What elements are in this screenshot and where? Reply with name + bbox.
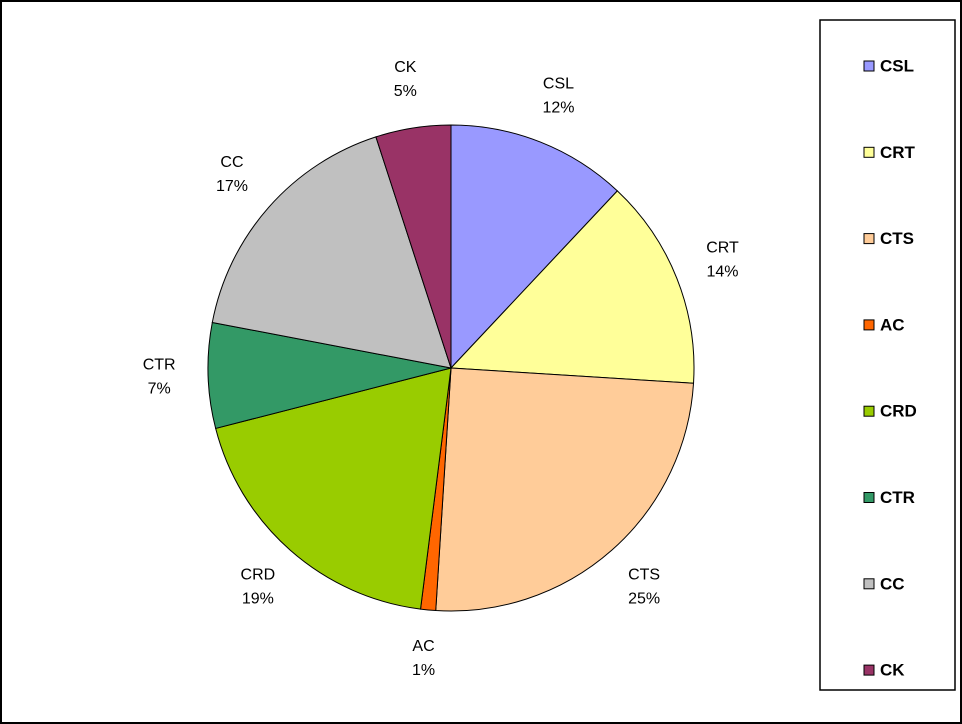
pie-slice bbox=[375, 124, 452, 369]
slice-label-value: 5% bbox=[394, 83, 417, 100]
slice-label-name: CSL bbox=[543, 76, 574, 93]
legend-swatch bbox=[863, 664, 875, 676]
legend-label: CK bbox=[880, 661, 905, 680]
pie-slice bbox=[207, 321, 452, 430]
legend-label: CTS bbox=[880, 229, 914, 248]
slice-label-value: 14% bbox=[706, 264, 738, 281]
slice-label-value: 19% bbox=[242, 590, 274, 607]
legend-swatch bbox=[863, 405, 875, 417]
slice-label-name: CTS bbox=[628, 566, 660, 583]
legend-label: CRT bbox=[880, 143, 916, 162]
legend-swatch bbox=[863, 492, 875, 503]
legend-label: CRD bbox=[880, 402, 917, 421]
pie-slice bbox=[449, 190, 695, 384]
legend-label: CTR bbox=[880, 488, 915, 507]
slice-label-value: 1% bbox=[412, 662, 435, 679]
legend-box bbox=[819, 19, 956, 691]
slice-label-name: CRT bbox=[706, 240, 739, 257]
slice-label-name: CRD bbox=[241, 566, 276, 583]
legend-swatch bbox=[863, 319, 875, 331]
pie-slice bbox=[435, 367, 695, 612]
slice-label-value: 12% bbox=[542, 100, 574, 117]
slice-label-name: CC bbox=[220, 154, 243, 171]
legend-swatch bbox=[863, 233, 875, 245]
legend-label: CSL bbox=[880, 56, 914, 75]
slice-label-value: 17% bbox=[216, 178, 248, 195]
legend-swatch bbox=[863, 578, 875, 590]
slice-label-value: 7% bbox=[148, 380, 171, 397]
legend-swatch bbox=[863, 146, 875, 158]
pie-slice bbox=[211, 136, 452, 369]
slice-label-name: CK bbox=[394, 59, 417, 76]
slice-label-name: AC bbox=[412, 638, 434, 655]
slice-label-name: CTR bbox=[143, 356, 176, 373]
legend-label: AC bbox=[880, 315, 905, 334]
pie-slice bbox=[215, 367, 452, 610]
legend-label: CC bbox=[880, 574, 905, 593]
pie-slice bbox=[450, 124, 619, 370]
legend-swatch bbox=[863, 60, 875, 72]
slice-label-value: 25% bbox=[628, 590, 660, 607]
